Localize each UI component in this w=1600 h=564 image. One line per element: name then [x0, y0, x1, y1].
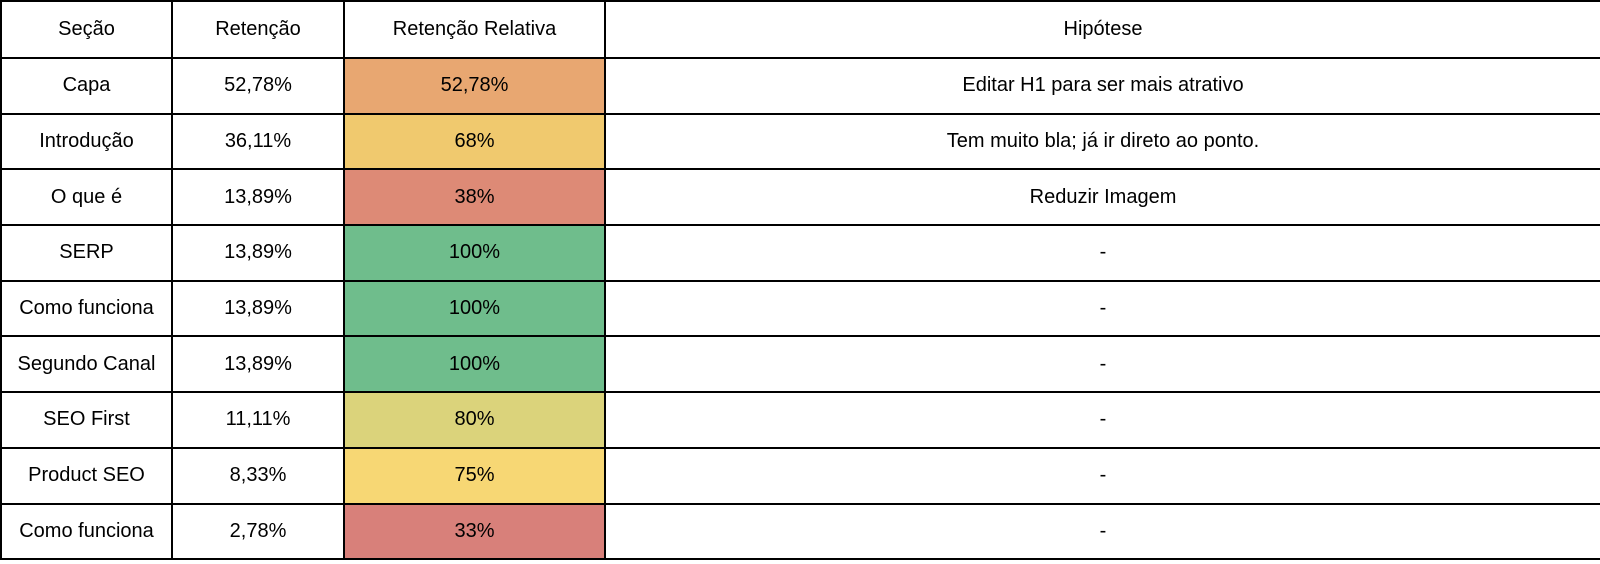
table-body: Capa 52,78% 52,78% Editar H1 para ser mais … — [0, 57, 1600, 561]
cell-retencao-relativa: 100% — [343, 335, 606, 394]
cell-hipotese: - — [604, 446, 1600, 505]
cell-retencao: 36,11% — [171, 112, 345, 171]
cell-retencao: 13,89% — [171, 224, 345, 282]
cell-retencao: 11,11% — [171, 391, 345, 449]
table-row: Capa 52,78% 52,78% Editar H1 para ser mais … — [0, 57, 1600, 115]
table-row: Como funciona 13,89% 100% - — [0, 279, 1600, 338]
cell-retencao: 13,89% — [171, 168, 345, 227]
col-header-retencao: Retenção — [171, 0, 345, 59]
col-header-retencao-relativa: Retenção Relativa — [343, 0, 606, 59]
cell-secao: O que é — [0, 168, 173, 227]
cell-retencao-relativa: 38% — [343, 168, 606, 227]
cell-retencao-relativa: 100% — [343, 224, 606, 282]
cell-hipotese: - — [604, 224, 1600, 282]
col-header-secao: Seção — [0, 0, 173, 59]
cell-secao: Como funciona — [0, 502, 173, 561]
cell-secao: SEO First — [0, 391, 173, 449]
cell-retencao-relativa: 52,78% — [343, 57, 606, 115]
cell-retencao: 2,78% — [171, 502, 345, 561]
cell-retencao-relativa: 80% — [343, 391, 606, 449]
header-row: Seção Retenção Retenção Relativa Hipótes… — [0, 0, 1600, 59]
cell-hipotese: - — [604, 502, 1600, 561]
cell-retencao: 13,89% — [171, 279, 345, 338]
cell-secao: SERP — [0, 224, 173, 282]
cell-retencao-relativa: 68% — [343, 112, 606, 171]
cell-hipotese: Reduzir Imagem — [604, 168, 1600, 227]
cell-secao: Segundo Canal — [0, 335, 173, 394]
cell-hipotese: - — [604, 279, 1600, 338]
cell-hipotese: - — [604, 391, 1600, 449]
cell-retencao-relativa: 100% — [343, 279, 606, 338]
table-row: SERP 13,89% 100% - — [0, 224, 1600, 282]
cell-retencao-relativa: 33% — [343, 502, 606, 561]
cell-hipotese: - — [604, 335, 1600, 394]
table-row: O que é 13,89% 38% Reduzir Imagem — [0, 168, 1600, 227]
table-row: Introdução 36,11% 68% Tem muito bla; já ir … — [0, 112, 1600, 171]
cell-secao: Introdução — [0, 112, 173, 171]
cell-hipotese: Tem muito bla; já ir direto ao ponto. — [604, 112, 1600, 171]
cell-retencao: 8,33% — [171, 446, 345, 505]
table-row: Como funciona 2,78% 33% - — [0, 502, 1600, 561]
col-header-hipotese: Hipótese — [604, 0, 1600, 59]
cell-retencao-relativa: 75% — [343, 446, 606, 505]
table-row: Segundo Canal 13,89% 100% - — [0, 335, 1600, 394]
cell-retencao: 52,78% — [171, 57, 345, 115]
table-row: SEO First 11,11% 80% - — [0, 391, 1600, 449]
table-row: Product SEO 8,33% 75% - — [0, 446, 1600, 505]
cell-secao: Capa — [0, 57, 173, 115]
cell-secao: Como funciona — [0, 279, 173, 338]
cell-retencao: 13,89% — [171, 335, 345, 394]
cell-hipotese: Editar H1 para ser mais atrativo — [604, 57, 1600, 115]
cell-secao: Product SEO — [0, 446, 173, 505]
